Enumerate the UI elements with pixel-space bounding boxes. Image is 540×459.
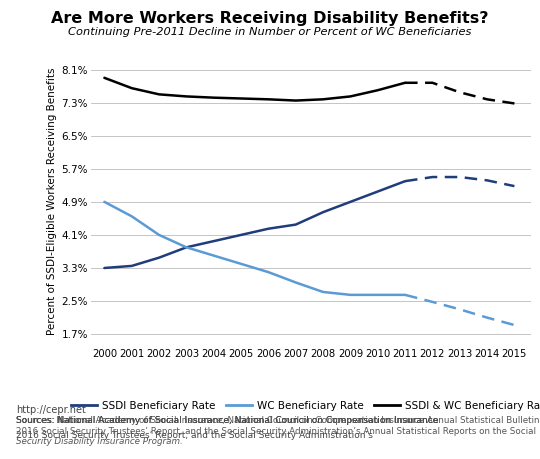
- Text: 2016 Social Security Trustees’ Report, and the Social Security Administration’s: 2016 Social Security Trustees’ Report, a…: [16, 431, 376, 441]
- Text: Security Disability Insurance Program.: Security Disability Insurance Program.: [16, 437, 183, 447]
- Y-axis label: Percent of SSDI-Eligible Workers Receiving Benefits: Percent of SSDI-Eligible Workers Receivi…: [48, 67, 57, 335]
- Text: http://cepr.net: http://cepr.net: [16, 405, 86, 415]
- Text: Sources: National Academy of Social Insurance, National Council on Compensation : Sources: National Academy of Social Insu…: [16, 416, 442, 425]
- Legend: SSDI Beneficiary Rate, WC Beneficiary Rate, SSDI & WC Beneficiary Rate: SSDI Beneficiary Rate, WC Beneficiary Ra…: [66, 397, 540, 415]
- Text: Are More Workers Receiving Disability Benefits?: Are More Workers Receiving Disability Be…: [51, 11, 489, 27]
- Text: Continuing Pre-2011 Decline in Number or Percent of WC Beneficiaries: Continuing Pre-2011 Decline in Number or…: [69, 27, 471, 37]
- Text: Sources: National Academy of Social Insurance, National Council on Compensation : Sources: National Academy of Social Insu…: [16, 416, 540, 425]
- Text: Sources: National Academy of Social Insurance, National Council on Compensation : Sources: National Academy of Social Insu…: [16, 416, 442, 425]
- Text: 2016 Social Security Trustees’ Report, and the Social Security Administration’s : 2016 Social Security Trustees’ Report, a…: [16, 427, 536, 436]
